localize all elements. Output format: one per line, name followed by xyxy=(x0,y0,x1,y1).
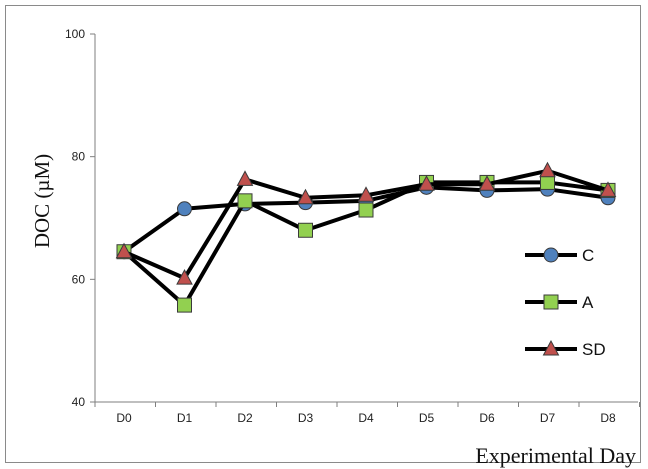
legend-item-c: C xyxy=(525,246,594,265)
legend-label: SD xyxy=(582,340,606,359)
legend-marker xyxy=(543,294,559,310)
x-tick-label: D2 xyxy=(237,411,253,425)
y-axis-title: DOC (µM) xyxy=(30,154,54,248)
x-axis-title: Experimental Day xyxy=(475,443,636,468)
y-tick-label: 60 xyxy=(72,272,86,286)
data-point xyxy=(177,201,192,217)
x-tick-label: D5 xyxy=(419,411,435,425)
x-tick-label: D7 xyxy=(540,411,556,425)
series-layer xyxy=(115,161,617,313)
data-point xyxy=(297,188,314,205)
y-tick-label: 80 xyxy=(72,150,86,164)
x-tick-label: D3 xyxy=(298,411,314,425)
axes: 40 60 80 100 D0 D1 D2 D3 D4 D5 D6 D7 D8 xyxy=(65,27,640,425)
data-point xyxy=(357,186,375,202)
data-point xyxy=(177,297,192,313)
legend-marker xyxy=(542,339,560,356)
chart-frame xyxy=(5,5,641,463)
data-point xyxy=(236,170,254,186)
legend: C A SD xyxy=(525,246,606,359)
legend-marker xyxy=(543,247,559,263)
series-sd xyxy=(115,161,617,285)
data-point xyxy=(298,222,313,238)
data-point xyxy=(539,161,556,178)
x-tick-label: D4 xyxy=(358,411,374,425)
data-point xyxy=(358,202,374,218)
data-point xyxy=(176,269,193,285)
data-point xyxy=(115,242,133,259)
x-tick-label: D0 xyxy=(116,411,132,425)
y-tick-label: 100 xyxy=(65,27,85,41)
legend-label: A xyxy=(582,293,594,312)
data-point xyxy=(599,181,617,197)
x-tick-label: D8 xyxy=(600,411,616,425)
data-point xyxy=(478,175,496,191)
data-point xyxy=(540,174,555,190)
legend-item-a: A xyxy=(525,293,594,312)
x-tick-label: D1 xyxy=(177,411,193,425)
legend-item-sd: SD xyxy=(525,339,606,359)
data-point xyxy=(237,193,253,209)
legend-label: C xyxy=(582,246,594,265)
data-point xyxy=(418,175,435,191)
y-tick-label: 40 xyxy=(72,395,86,409)
x-tick-label: D6 xyxy=(479,411,495,425)
